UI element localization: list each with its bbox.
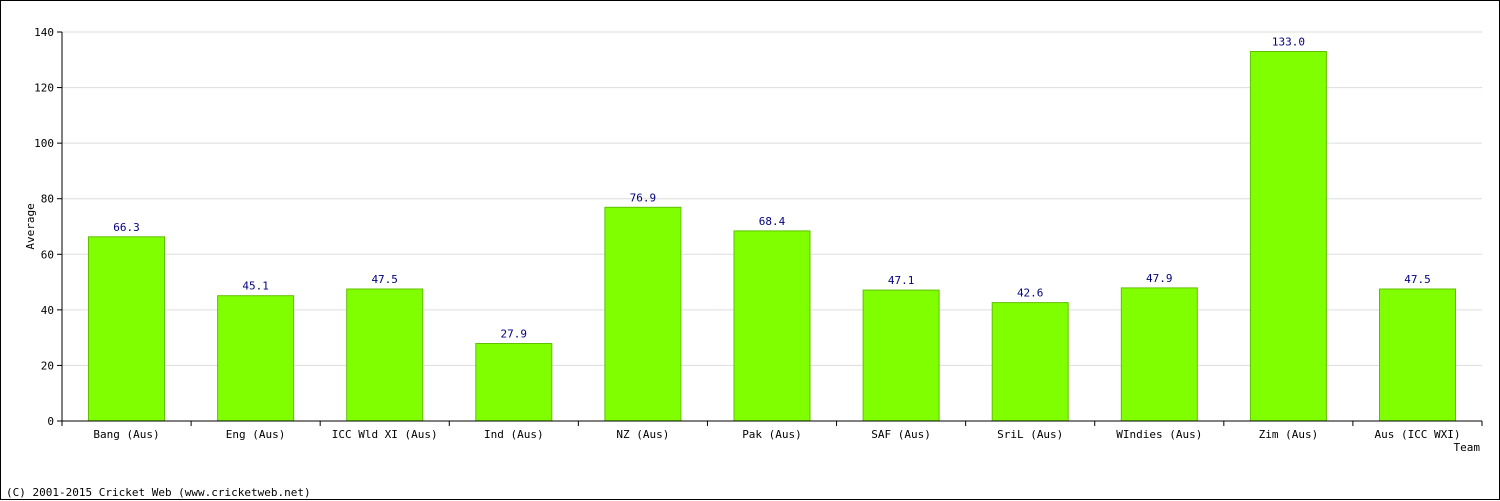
bar [1120,287,1198,422]
x-tick-label: ICC Wld XI (Aus) [332,428,438,441]
x-tick-label: Aus (ICC WXI) [1374,428,1460,441]
y-tick-label: 20 [41,359,54,372]
y-tick-label: 0 [47,415,54,428]
bar-value-label: 45.1 [242,280,269,293]
x-tick-label: Eng (Aus) [226,428,286,441]
bar-value-label: 42.6 [1017,287,1044,300]
bar [475,343,553,422]
bar-value-label: 66.3 [113,221,140,234]
bar-value-label: 27.9 [501,328,528,341]
bar [991,302,1069,422]
bar-value-label: 47.1 [888,274,915,287]
x-tick-label: NZ (Aus) [616,428,669,441]
bar [862,289,940,422]
bar [733,230,811,422]
x-tick-label: Bang (Aus) [93,428,159,441]
y-tick-label: 120 [34,82,54,95]
axes [57,31,1483,426]
bar-value-label: 47.5 [1404,273,1431,286]
y-axis-title: Average [24,203,37,249]
bar [604,206,682,422]
bar-value-label: 68.4 [759,215,786,228]
bars [88,51,1456,422]
y-tick-label: 40 [41,304,54,317]
y-tick-label: 60 [41,248,54,261]
x-axis-title: Team [1454,441,1481,454]
bar [346,288,424,422]
x-tick-label: Zim (Aus) [1259,428,1319,441]
bar-value-label: 76.9 [630,191,657,204]
bar [217,295,295,422]
bar-value-label: 47.5 [371,273,398,286]
y-tick-label: 80 [41,193,54,206]
x-tick-label: SriL (Aus) [997,428,1063,441]
bar-value-label: 133.0 [1272,36,1305,49]
copyright-footer: (C) 2001-2015 Cricket Web (www.cricketwe… [6,486,311,499]
y-tick-label: 140 [34,26,54,39]
labels: 0 20 40 60 80 100 120 140 66.3 Bang (Aus) 45.1 Eng … [34,26,1460,441]
bar [1249,51,1327,422]
bar-value-label: 47.9 [1146,272,1173,285]
bar [1379,288,1456,422]
x-tick-label: SAF (Aus) [871,428,931,441]
x-tick-label: Pak (Aus) [742,428,802,441]
x-tick-label: Ind (Aus) [484,428,544,441]
bar [88,236,165,422]
y-tick-label: 100 [34,137,54,150]
x-tick-label: WIndies (Aus) [1116,428,1202,441]
